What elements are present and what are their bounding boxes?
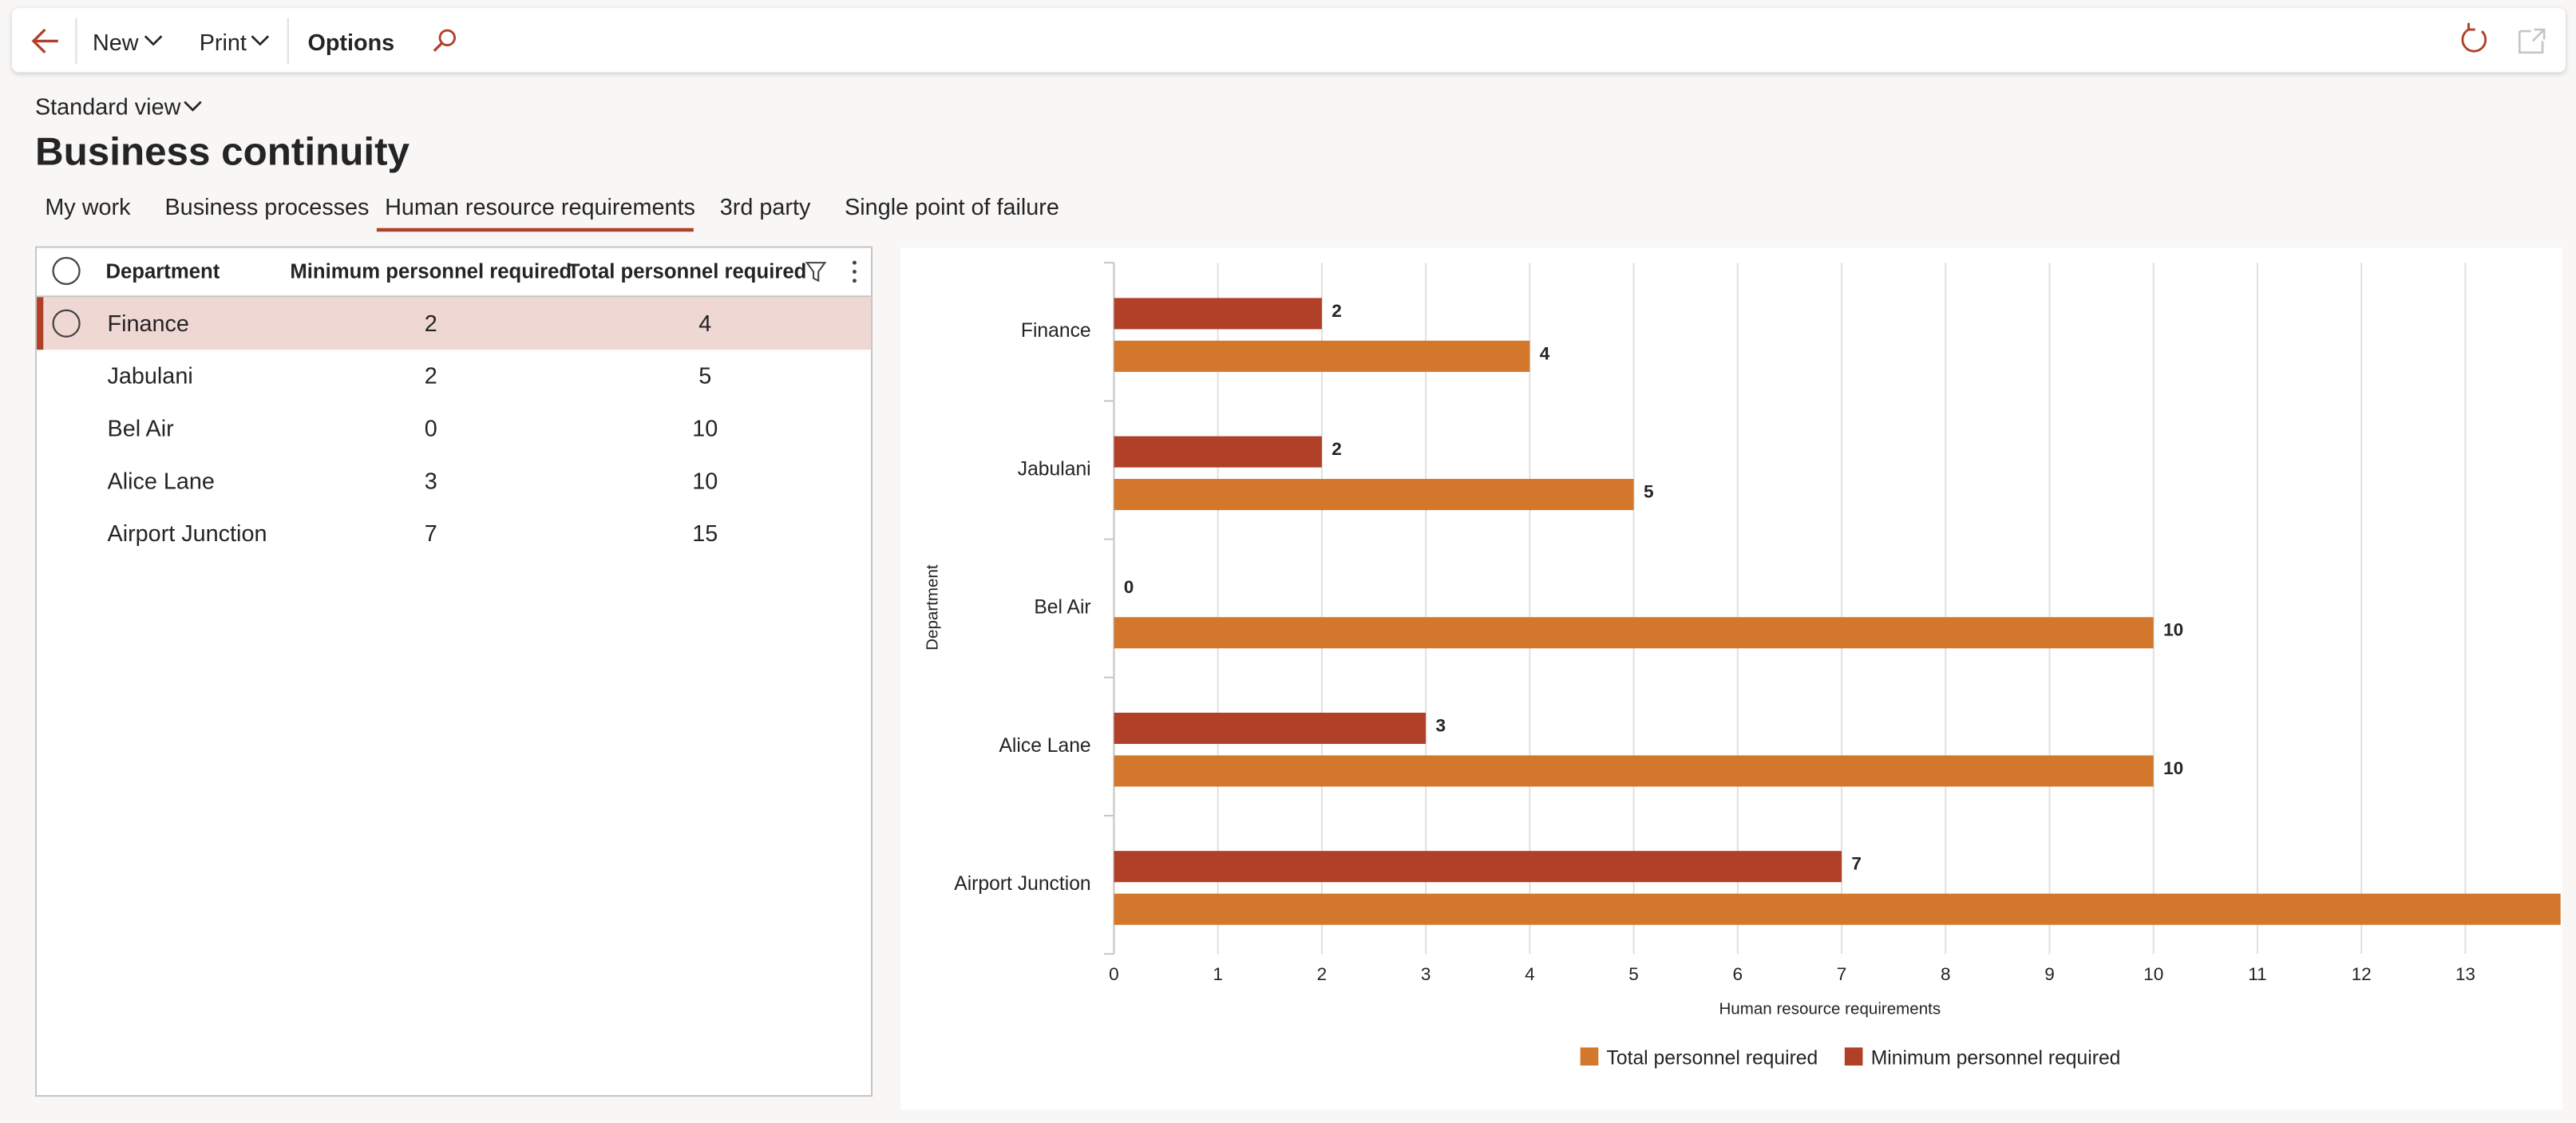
grid-panel (34, 246, 873, 1097)
legend-label: Minimum personnel required (1871, 1047, 2121, 1069)
x-tick-label: 10 (2143, 964, 2163, 984)
bar (1114, 893, 2561, 925)
refresh-button[interactable] (2461, 22, 2487, 53)
tab[interactable]: My work (45, 195, 131, 220)
legend-swatch (1844, 1047, 1863, 1066)
y-tick-label: Jabulani (1018, 458, 1091, 480)
data-label: 2 (1332, 439, 1342, 459)
y-tick-label: Airport Junction (954, 873, 1090, 895)
cell: 5 (698, 364, 711, 389)
column-header: Total personnel required (568, 260, 806, 283)
x-tick-label: 4 (1525, 964, 1535, 984)
new-button[interactable]: New (93, 30, 139, 56)
column-header: Minimum personnel required (290, 260, 572, 283)
cell: Airport Junction (108, 521, 267, 547)
x-tick-label: 0 (1109, 964, 1119, 984)
bar (1114, 755, 2154, 787)
plot-area (1114, 298, 2561, 925)
open-button[interactable] (2518, 28, 2546, 54)
x-tick-label: 2 (1317, 964, 1328, 984)
y-axis-title: Department (924, 564, 942, 650)
chevron (184, 101, 202, 112)
bar (1114, 617, 2154, 649)
bar (1114, 298, 1322, 330)
cell: 0 (425, 417, 437, 442)
filter-button[interactable] (805, 262, 827, 283)
x-tick-label: 5 (1628, 964, 1639, 984)
bar (1114, 340, 1530, 372)
chevron (251, 35, 270, 46)
back-button[interactable] (31, 28, 58, 53)
cell: 10 (692, 469, 718, 494)
search-button[interactable] (433, 29, 457, 52)
chevron (144, 35, 163, 46)
x-tick-label: 1 (1213, 964, 1223, 984)
bar (1114, 712, 1426, 745)
cell: Bel Air (108, 417, 175, 442)
y-tick-label: Finance (1021, 320, 1091, 342)
bar (1114, 479, 1634, 511)
data-label: 3 (1435, 715, 1446, 735)
data-label: 5 (1644, 481, 1654, 501)
bar (1114, 851, 1842, 883)
y-tick-label: Alice Lane (999, 735, 1090, 757)
data-label: 10 (2163, 620, 2183, 640)
toolbar (12, 8, 2566, 73)
page-title: Business continuity (35, 129, 410, 173)
cell: 7 (425, 521, 437, 547)
x-tick-label: 11 (2248, 964, 2266, 984)
data-label: 2 (1332, 301, 1342, 321)
cell: Alice Lane (108, 469, 215, 494)
bar (1114, 436, 1322, 468)
data-label: 10 (2163, 758, 2183, 778)
tab[interactable]: 3rd party (720, 195, 811, 220)
cell: 4 (698, 311, 711, 337)
y-tick-label: Bel Air (1034, 597, 1090, 619)
x-tick-label: 12 (2352, 964, 2372, 984)
row-select[interactable] (52, 309, 81, 338)
x-tick-label: 8 (1941, 964, 1951, 984)
x-tick-label: 6 (1733, 964, 1743, 984)
selected-row (37, 297, 872, 350)
chart-panel (900, 247, 2562, 1110)
x-axis-title: Human resource requirements (1719, 1000, 1941, 1018)
column-header: Department (105, 260, 220, 283)
x-tick-label: 9 (2044, 964, 2055, 984)
x-tick-label: 7 (1837, 964, 1847, 984)
cell: Finance (108, 311, 189, 337)
tab[interactable]: Single point of failure (845, 195, 1059, 220)
cell: 10 (692, 417, 718, 442)
print-button[interactable]: Print (200, 30, 247, 56)
cell: 3 (425, 469, 437, 494)
tab[interactable]: Human resource requirements (385, 195, 695, 220)
view-selector[interactable]: Standard view (35, 94, 181, 120)
more-button[interactable] (852, 260, 857, 283)
cell: 2 (425, 311, 437, 337)
data-label: 4 (1540, 343, 1550, 363)
data-label: 0 (1124, 577, 1134, 597)
legend-swatch (1580, 1047, 1599, 1066)
row-indicator (37, 297, 44, 350)
options-button[interactable]: Options (307, 30, 394, 56)
cell: Jabulani (108, 364, 193, 389)
select-all[interactable] (52, 256, 81, 285)
tab[interactable]: Business processes (165, 195, 370, 220)
cell: 2 (425, 364, 437, 389)
cell: 15 (692, 521, 718, 547)
x-tick-label: 3 (1421, 964, 1431, 984)
legend-label: Total personnel required (1607, 1047, 1818, 1069)
data-label: 7 (1851, 854, 1862, 874)
x-tick-label: 13 (2455, 964, 2475, 984)
